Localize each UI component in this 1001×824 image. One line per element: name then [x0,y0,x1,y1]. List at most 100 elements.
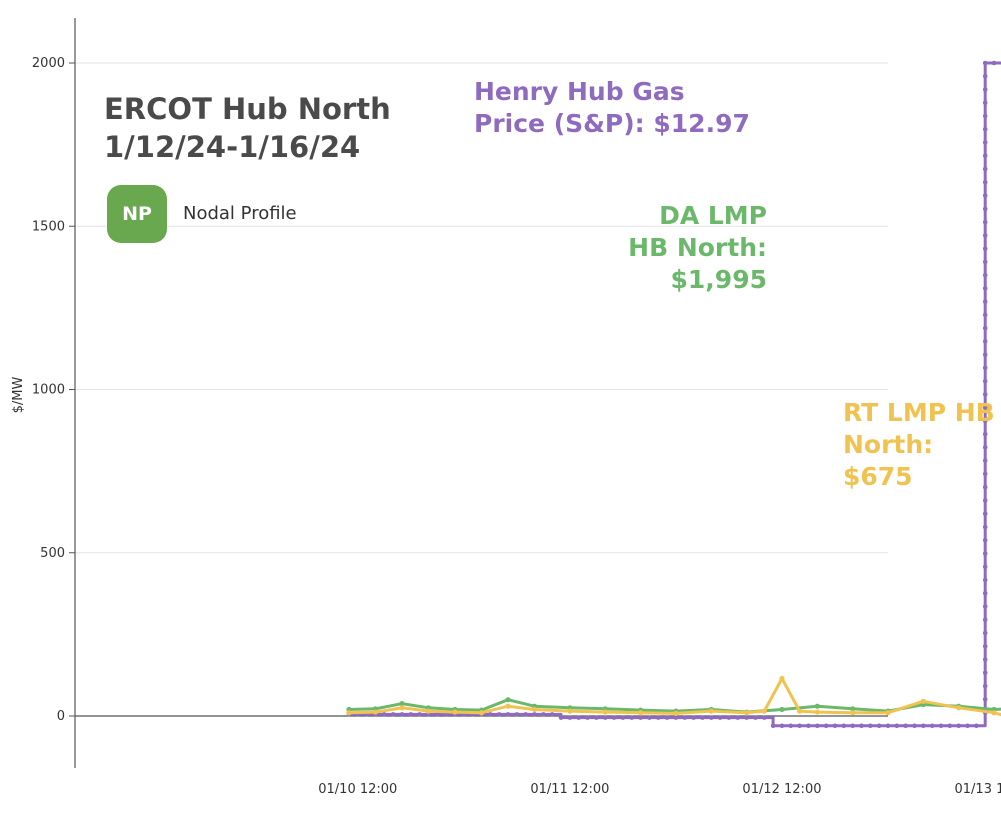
data-point [761,708,767,714]
data-point [982,630,988,636]
da-lmp-annotation: DA LMP HB North: $1,995 [628,200,767,296]
rt-lmp-annotation-line-3: $675 [843,462,913,491]
data-point [708,715,714,720]
data-point [770,723,776,729]
data-point [488,712,493,717]
data-point [841,723,847,729]
data-point [691,715,696,720]
data-point [982,471,988,477]
data-point [982,511,988,517]
data-point [991,60,997,66]
data-point [850,723,855,729]
data-point [372,709,379,715]
data-point [505,703,511,709]
rt-lmp-annotation-line-2: North: [843,430,934,459]
data-point [399,705,405,711]
chart-title-line-1: ERCOT Hub North [104,92,391,126]
data-point [638,715,643,720]
x-tick-labels: 01/10 12:00 01/11 12:00 01/12 12:00 01/13 1… [318,782,1001,797]
data-point [673,710,679,716]
data-point [806,723,811,729]
data-point [744,715,749,720]
data-point [885,723,891,729]
data-point [956,723,961,729]
data-point [982,299,988,304]
data-point [390,712,396,717]
data-point [982,286,988,291]
y-tick-label: 1000 [32,383,65,398]
data-point [982,352,988,357]
data-point [602,709,608,715]
data-point [982,537,988,543]
data-point [982,246,988,251]
series-line-henry-hub-gas-price-s-p [348,61,1001,728]
data-point [850,710,856,716]
y-tick-label: 0 [57,709,65,724]
data-point [920,698,926,704]
data-point [779,706,785,713]
data-point [594,715,599,720]
data-point [982,100,988,106]
data-point [664,715,670,720]
data-point [673,715,679,720]
data-point [982,378,988,384]
data-point [753,715,758,720]
rt-lmp-annotation: RT LMP HB North: $675 [843,397,995,493]
y-tick-label: 2000 [32,56,65,71]
data-point [717,715,723,720]
data-point [744,710,750,716]
series-rt-lmp-hb-north [346,675,1001,717]
data-point [921,723,926,729]
data-point [823,723,829,729]
data-point [425,708,432,714]
data-point [408,712,414,717]
data-point [558,715,564,720]
data-point [682,715,688,720]
data-point [982,153,988,159]
data-point [982,325,988,331]
data-point [982,498,988,503]
data-point [982,259,988,265]
da-lmp-annotation-line-3: $1,995 [670,265,767,294]
data-point [788,723,794,729]
data-point [567,715,573,720]
data-point [779,723,785,729]
data-point [982,392,988,397]
data-point [982,683,988,689]
data-point [585,715,590,720]
data-point [868,723,873,729]
da-lmp-annotation-line-1: DA LMP [659,201,767,230]
chart-title-line-2: 1/12/24-1/16/24 [104,130,361,164]
data-point [982,458,988,463]
data-point [903,723,908,729]
data-point [859,723,864,729]
henry-hub-annotation-line-1: Henry Hub Gas [474,77,685,106]
data-point [982,577,988,583]
data-point [982,418,988,424]
x-tick-label: 01/11 12:00 [530,782,609,797]
grid-lines [75,62,888,554]
chart-title: ERCOT Hub North 1/12/24-1/16/24 [104,90,391,166]
data-point [982,126,988,132]
data-point [700,715,705,720]
data-point [514,712,520,717]
data-point [956,705,962,711]
data-point [982,193,988,198]
data-point [620,715,626,720]
data-point [531,706,538,713]
data-point [541,712,546,717]
nodal-profile-logo: NP [107,185,167,243]
data-point [982,484,988,490]
data-point [735,715,741,720]
data-point [647,715,652,720]
series-henry-hub-gas-price-s-p [346,60,1001,729]
data-point [629,715,635,720]
data-point [779,675,785,682]
data-point [549,712,555,717]
data-point [532,712,537,717]
data-point [974,723,979,729]
data-point [982,445,988,450]
da-lmp-annotation-line-2: HB North: [628,233,767,262]
x-tick-label: 01/10 12:00 [318,782,397,797]
data-point [982,564,988,570]
